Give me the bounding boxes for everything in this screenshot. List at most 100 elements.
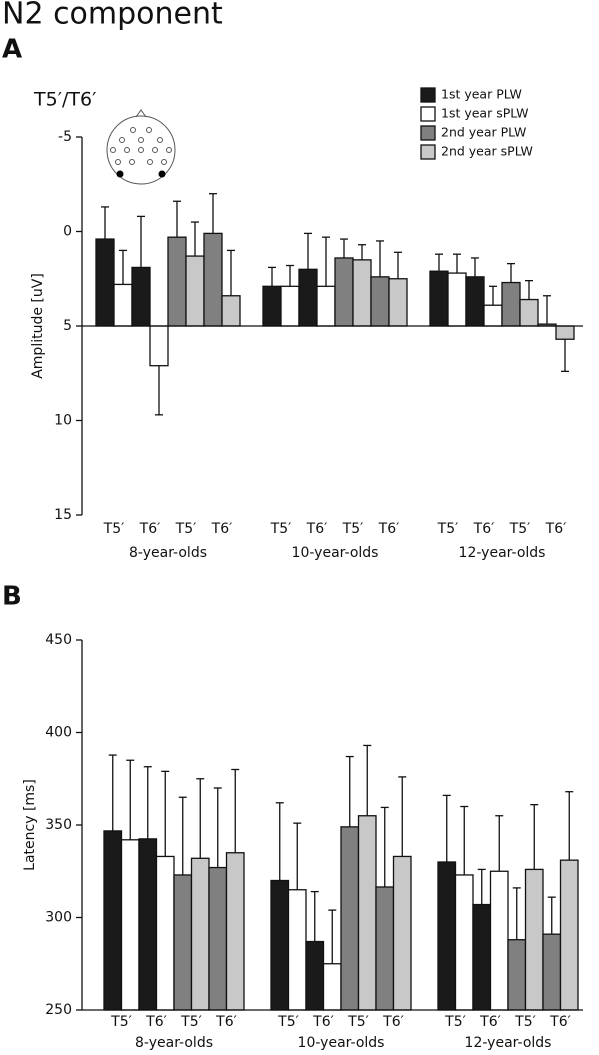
- bar: [131, 266, 151, 327]
- bar: [501, 281, 521, 327]
- bar: [388, 278, 408, 327]
- bar: [316, 285, 336, 327]
- bar: [483, 304, 503, 327]
- x-tick-label: T5′: [509, 521, 531, 537]
- bar: [103, 830, 123, 1011]
- bar: [120, 839, 140, 1011]
- legend-label: 2nd year sPLW: [441, 144, 533, 159]
- x-tick-label: T6′: [378, 521, 400, 537]
- bar: [352, 259, 372, 327]
- y-tick-label: 400: [45, 725, 72, 741]
- x-tick-label: T5′: [180, 1014, 202, 1030]
- bar: [357, 815, 377, 1011]
- x-tick-label: T5′: [103, 521, 125, 537]
- x-tick-label: T5′: [342, 521, 364, 537]
- y-tick-label: 5: [63, 318, 72, 334]
- group-label: 10-year-olds: [292, 545, 379, 561]
- bar: [305, 940, 325, 1011]
- y-tick-label: 450: [45, 632, 72, 648]
- panel-label: A: [2, 35, 22, 65]
- bar: [472, 903, 492, 1011]
- legend-swatch: [420, 144, 436, 160]
- bar: [559, 859, 579, 1011]
- y-tick-label: 250: [45, 1002, 72, 1018]
- x-tick-label: T5′: [110, 1014, 132, 1030]
- x-tick-label: T6′: [312, 1014, 334, 1030]
- x-tick-label: T6′: [215, 1014, 237, 1030]
- legend-swatch: [420, 87, 436, 103]
- legend-label: 1st year PLW: [441, 87, 522, 102]
- x-tick-label: T5′: [514, 1014, 536, 1030]
- bar: [465, 276, 485, 327]
- x-tick-label: T6′: [549, 1014, 571, 1030]
- bar: [173, 874, 193, 1011]
- legend-swatch: [420, 125, 436, 141]
- x-tick-label: T5′: [437, 521, 459, 537]
- figure-title: N2 component: [2, 0, 223, 32]
- bar: [208, 866, 228, 1011]
- bar: [555, 325, 575, 340]
- bar: [489, 870, 509, 1011]
- bar: [203, 232, 223, 327]
- x-tick-label: T6′: [479, 1014, 501, 1030]
- bar: [190, 857, 210, 1011]
- bar: [519, 298, 539, 327]
- y-tick-label: 300: [45, 910, 72, 926]
- legend-swatch: [420, 106, 436, 122]
- x-tick-label: T6′: [382, 1014, 404, 1030]
- x-tick-label: T5′: [270, 521, 292, 537]
- x-tick-label: T5′: [347, 1014, 369, 1030]
- bar: [322, 963, 342, 1011]
- bar: [507, 939, 527, 1011]
- panel-label: B: [2, 582, 22, 612]
- x-tick-label: T6′: [545, 521, 567, 537]
- bar: [542, 933, 562, 1011]
- x-tick-label: T5′: [277, 1014, 299, 1030]
- group-label: 12-year-olds: [465, 1035, 552, 1051]
- group-label: 10-year-olds: [298, 1035, 385, 1051]
- x-tick-label: T5′: [444, 1014, 466, 1030]
- x-tick-label: T6′: [145, 1014, 167, 1030]
- bar: [155, 855, 175, 1011]
- y-tick-label: -5: [58, 129, 72, 145]
- bar: [95, 238, 115, 327]
- bar: [524, 868, 544, 1011]
- head-icon: [106, 109, 176, 185]
- bar: [262, 285, 282, 327]
- bar: [454, 874, 474, 1011]
- bar: [287, 889, 307, 1011]
- x-tick-label: T5′: [175, 521, 197, 537]
- legend-label: 2nd year PLW: [441, 125, 526, 140]
- y-tick-label: 10: [54, 413, 72, 429]
- bar: [375, 886, 395, 1011]
- y-tick-label: 15: [54, 507, 72, 523]
- bar: [225, 852, 245, 1011]
- legend-label: 1st year sPLW: [441, 106, 528, 121]
- group-label: 12-year-olds: [459, 545, 546, 561]
- bar: [334, 257, 354, 327]
- y-tick-label: 0: [63, 224, 72, 240]
- bar: [280, 285, 300, 327]
- bar: [221, 295, 241, 327]
- bar: [437, 861, 457, 1011]
- bar: [270, 879, 290, 1011]
- y-axis-label: Latency [ms]: [22, 779, 38, 871]
- bar: [447, 272, 467, 327]
- x-tick-label: T6′: [306, 521, 328, 537]
- x-tick-label: T6′: [139, 521, 161, 537]
- panel-subtitle: T5′/T6′: [33, 89, 96, 111]
- bar: [429, 270, 449, 327]
- y-tick-label: 350: [45, 817, 72, 833]
- bar: [149, 325, 169, 367]
- x-tick-label: T6′: [473, 521, 495, 537]
- bar: [340, 826, 360, 1011]
- bar: [298, 268, 318, 327]
- bar: [392, 855, 412, 1011]
- bar: [370, 276, 390, 327]
- group-label: 8-year-olds: [129, 545, 207, 561]
- group-label: 8-year-olds: [135, 1035, 213, 1051]
- bar: [167, 236, 187, 327]
- bar: [185, 255, 205, 327]
